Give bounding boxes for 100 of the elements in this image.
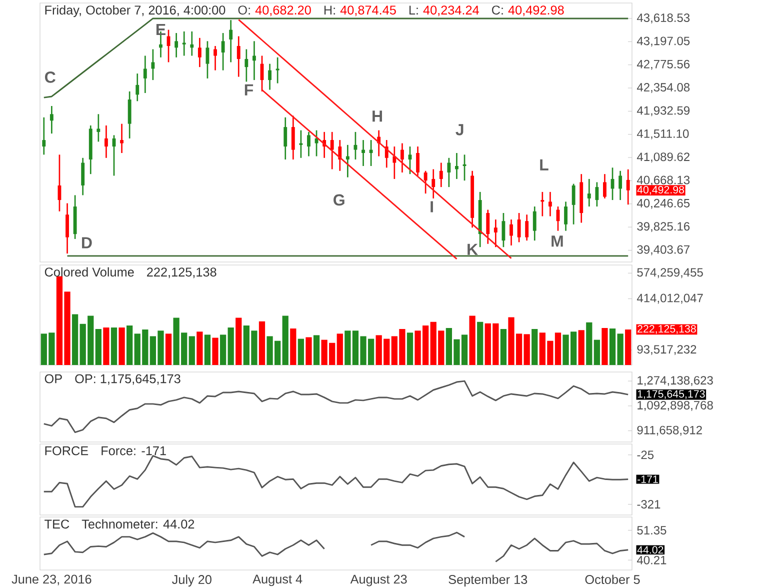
x-tick-label: June 23, 2016 — [12, 574, 92, 586]
y-tick-label: 42,775.56 — [636, 60, 690, 70]
chart-title: Friday, October 7, 2016, 4:00:00 — [45, 5, 226, 18]
y-tick-label: 43,197.05 — [636, 36, 690, 47]
candlestick — [182, 30, 186, 56]
y-tick-label: 40,668.13 — [636, 176, 690, 186]
bar — [602, 328, 608, 365]
bar — [469, 316, 476, 365]
annotation: E — [156, 24, 166, 36]
candlestick — [618, 170, 622, 201]
bar — [204, 334, 211, 365]
annotation: C — [45, 72, 56, 83]
bar — [165, 334, 172, 365]
candlestick — [291, 115, 295, 160]
y-tick-label: 41,089.62 — [636, 152, 690, 162]
candlestick — [346, 144, 350, 178]
candlestick — [252, 40, 256, 81]
candlestick — [66, 202, 69, 254]
bar — [188, 336, 195, 365]
y-tick-label: 40,246.65 — [636, 198, 690, 209]
candlestick — [42, 116, 46, 156]
chart-title: TEC — [44, 520, 70, 529]
annotation: L: — [409, 6, 418, 14]
candlestick — [494, 218, 498, 248]
chart-subtitle: 222,125,138 — [147, 268, 216, 278]
annotation: K — [468, 244, 478, 255]
y-tick-label: 911,658,912 — [637, 426, 702, 436]
y-tick-label: 574,259,455 — [637, 268, 703, 278]
candlestick — [369, 139, 373, 167]
y-tick-label: 1,092,898,768 — [638, 400, 713, 411]
y-tick-label: 93,517,232 — [637, 345, 696, 355]
y-tick-label: 41,932.59 — [636, 106, 690, 116]
y-tick-label: 1,274,138,623 — [638, 376, 713, 386]
candlestick — [307, 131, 310, 157]
bar — [258, 321, 266, 365]
y-tick-label: 39,403.67 — [637, 245, 690, 256]
chart-title: OP — [44, 374, 62, 384]
annotation: 40,492.98 — [508, 6, 564, 16]
candlestick — [416, 146, 420, 176]
candlestick — [595, 182, 599, 208]
annotation: G — [334, 194, 344, 206]
candlestick — [276, 56, 280, 84]
bar — [290, 328, 296, 365]
bar — [344, 330, 351, 365]
candlestick — [447, 157, 451, 188]
candlestick — [432, 168, 436, 200]
x-tick-label: August 23 — [350, 574, 407, 586]
bar — [298, 338, 304, 365]
candlestick — [362, 139, 365, 167]
candlestick — [626, 168, 630, 206]
bar — [532, 329, 538, 365]
bar — [236, 318, 242, 365]
bar — [336, 334, 343, 365]
candlestick — [143, 55, 147, 94]
candlestick — [299, 130, 303, 159]
y-tick-label: 41,511.10 — [636, 129, 689, 140]
candlestick — [439, 162, 443, 188]
candlestick — [408, 146, 412, 175]
candlestick — [96, 113, 100, 142]
candlestick — [572, 183, 576, 226]
text: 1,175,645,173 — [638, 390, 705, 399]
candlestick — [525, 214, 529, 242]
bar — [126, 325, 133, 365]
chart-title: Colored Volume — [44, 267, 134, 277]
bar — [625, 329, 632, 365]
chart-title: FORCE — [45, 446, 88, 456]
line-series — [43, 455, 629, 508]
annotation: 40,874.45 — [340, 6, 396, 16]
candlestick — [603, 173, 606, 200]
annotation: L — [540, 159, 548, 170]
annotation: D — [82, 237, 92, 248]
bar — [72, 314, 78, 365]
bar — [406, 332, 414, 365]
annotation: C: — [492, 6, 503, 15]
candlestick — [268, 63, 272, 90]
bar — [220, 334, 226, 365]
bar — [95, 329, 102, 365]
annotation: O: — [238, 6, 250, 15]
candlestick — [354, 131, 358, 160]
annotation: F — [244, 84, 254, 96]
annotation: I — [430, 201, 433, 212]
candlestick — [81, 157, 85, 196]
candlestick — [151, 48, 155, 81]
x-tick-label: August 4 — [252, 574, 302, 586]
bar — [306, 337, 312, 365]
candlestick — [120, 123, 124, 154]
candlestick — [244, 48, 248, 82]
candlestick — [540, 191, 544, 217]
chart-subtitle: Force: -171 — [102, 446, 166, 456]
chart-subtitle: OP: 1,175,645,173 — [75, 374, 180, 385]
chart-subtitle: Technometer: 44.02 — [82, 519, 194, 529]
x-tick-label: October 5 — [585, 574, 640, 584]
candlestick — [136, 72, 140, 102]
annotation: H: — [324, 6, 335, 14]
text: -171 — [638, 476, 658, 483]
candlestick — [198, 37, 202, 68]
text: 44.02 — [637, 546, 664, 554]
bar — [282, 316, 288, 365]
y-tick-label: -25 — [637, 450, 654, 460]
y-tick-label: 51.35 — [637, 526, 666, 535]
